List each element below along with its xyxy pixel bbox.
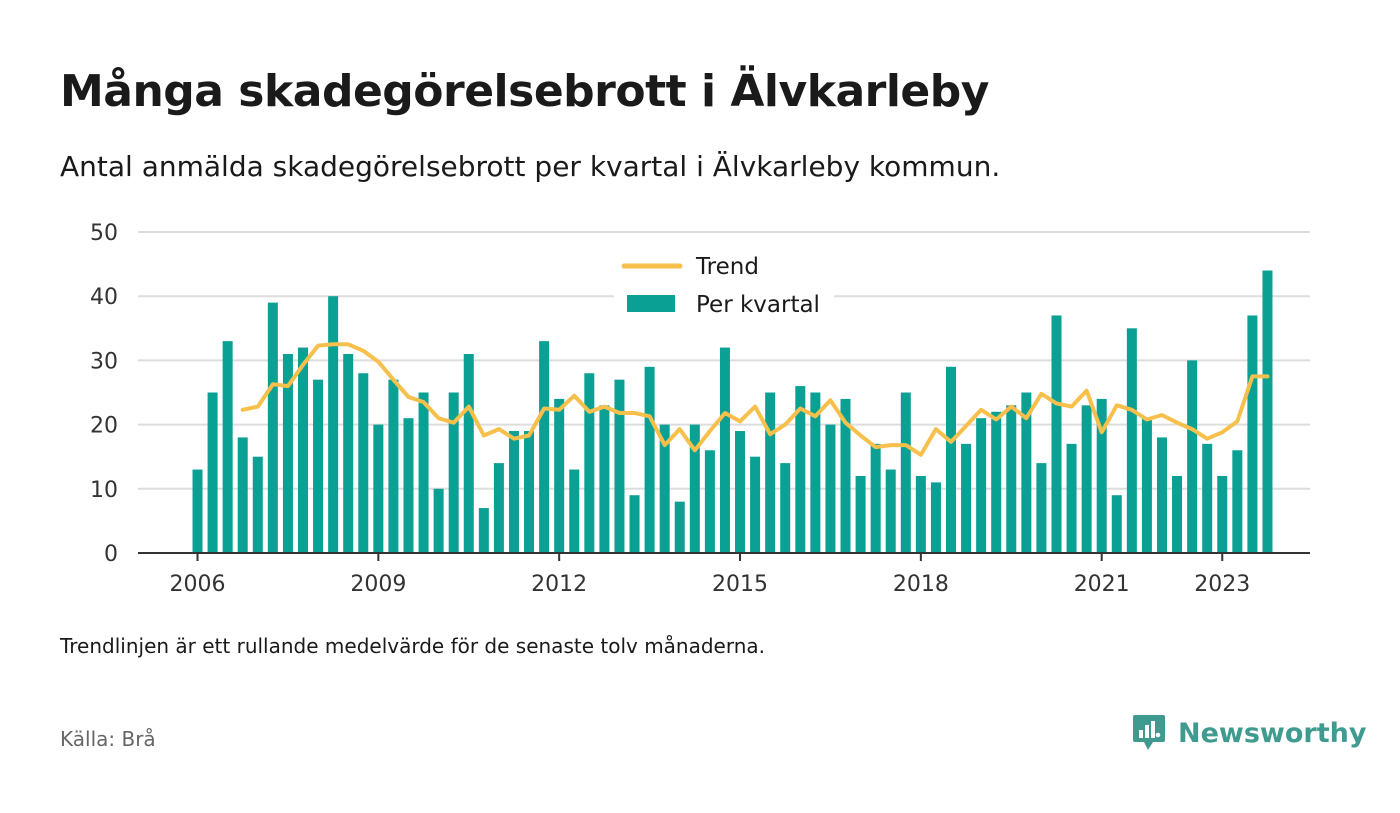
bar [222,341,233,553]
bar [855,475,866,553]
bar [584,373,595,553]
bar [328,296,339,553]
bar [991,411,1002,553]
trend-note: Trendlinjen är ett rullande medelvärde f… [60,634,766,658]
bar [1126,328,1137,553]
bar [1187,360,1198,553]
bar [780,463,791,553]
bar [946,366,956,553]
source-label: Källa: Brå [60,727,156,751]
bar [915,475,926,553]
y-tick-label: 0 [104,542,118,567]
brand-name: Newsworthy [1178,717,1367,749]
bar [1247,315,1258,553]
bar [463,353,474,553]
x-tick-label: 2018 [893,572,949,597]
bar [810,392,821,553]
bar [252,456,263,553]
bar [1021,392,1032,553]
newsworthy-brand[interactable]: Newsworthy [1132,712,1366,754]
bar [448,392,459,553]
bar [478,508,489,553]
newsworthy-logo-icon [1133,715,1165,750]
bar [930,482,941,553]
bar [614,379,625,553]
bar [554,398,565,553]
bar [765,392,776,553]
x-tick-label: 2009 [350,572,406,597]
bar [1111,495,1122,553]
bar [192,469,203,553]
bar [900,392,911,553]
legend-box [614,244,834,330]
bar [237,437,248,553]
bar [493,463,504,553]
bar [373,424,384,553]
bar [267,302,278,553]
bar [750,456,761,553]
legend-bar-swatch [627,295,675,312]
x-tick-label: 2015 [712,572,768,597]
bar [885,469,896,553]
bar [358,373,369,553]
legend-bar-label: Per kvartal [696,292,820,318]
bar [870,443,881,553]
bar [976,418,987,553]
bar [569,469,580,553]
bar [644,366,655,553]
bar [1172,475,1183,553]
bar [704,450,715,553]
bar [629,495,640,553]
bar [674,501,685,553]
x-tick-label: 2021 [1074,572,1130,597]
bar [1006,405,1017,553]
bar [1051,315,1062,553]
bar [1262,270,1273,553]
bar [297,347,308,553]
bar [388,379,399,553]
y-tick-label: 30 [90,349,118,374]
legend-trend-label: Trend [695,254,759,280]
bar [840,398,851,553]
x-tick-label: 2006 [170,572,226,597]
trend-line [240,342,1270,457]
bar [599,405,610,553]
bar [719,347,730,553]
bar [282,353,293,553]
bar [313,379,324,553]
x-tick-label: 2012 [531,572,587,597]
bar [1202,443,1213,553]
bar [825,424,836,553]
bar [961,443,972,553]
bar [1141,418,1152,553]
bar [524,431,535,553]
chart-subtitle: Antal anmälda skadegörelsebrott per kvar… [60,150,1001,183]
bar [207,392,218,553]
bar [1232,450,1243,553]
bar [1081,405,1092,553]
bar [539,341,550,553]
chart-title: Många skadegörelsebrott i Älvkarleby [60,66,989,117]
bar [508,431,519,553]
bar [735,431,746,553]
bar [1036,463,1047,553]
bar [795,386,806,553]
x-tick-label: 2023 [1194,572,1250,597]
y-tick-label: 10 [90,478,118,503]
bar [689,424,700,553]
bar [1096,398,1107,553]
chart: 0 10 20 30 40 50 2006 2009 2012 2015 2018 2021 2023 T… [90,221,1310,597]
bar [659,424,670,553]
bar [1217,475,1228,553]
y-tick-label: 50 [90,221,118,246]
bar [1066,443,1077,553]
bar [343,353,354,553]
y-tick-label: 40 [90,285,118,310]
bar [1156,437,1167,553]
bar [403,418,414,553]
bar [418,392,429,553]
y-tick-label: 20 [90,414,118,439]
bar [433,488,444,553]
